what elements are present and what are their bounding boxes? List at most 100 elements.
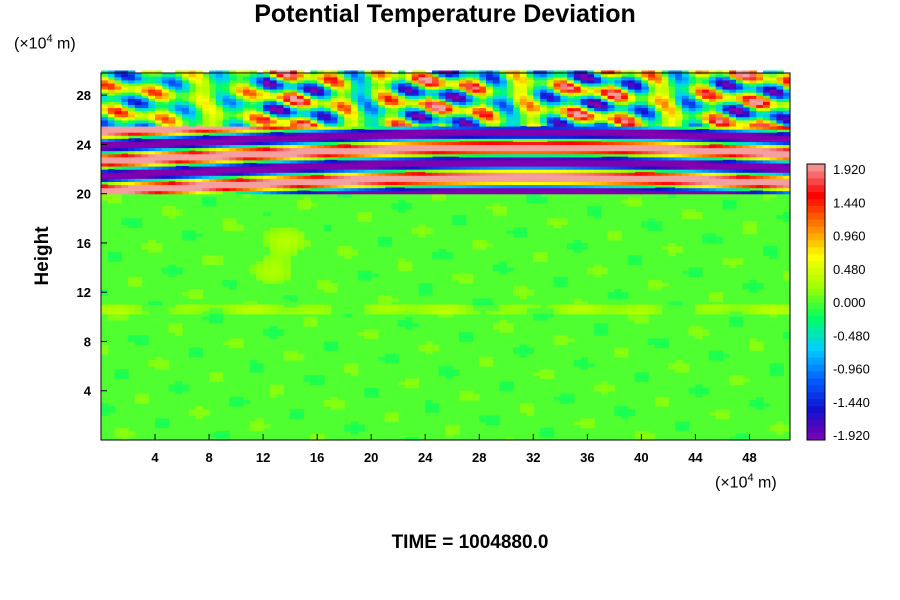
heatmap-cell xyxy=(107,196,116,201)
heatmap-cell xyxy=(425,141,433,146)
heatmap-cell xyxy=(209,141,217,146)
heatmap-cell xyxy=(587,113,595,118)
heatmap-cell xyxy=(249,301,257,306)
heatmap-cell xyxy=(175,82,183,87)
heatmap-cell xyxy=(546,159,555,164)
heatmap-cell xyxy=(708,89,717,93)
heatmap-cell xyxy=(269,162,278,167)
heatmap-cell xyxy=(553,144,561,149)
heatmap-cell xyxy=(323,107,332,112)
heatmap-cell xyxy=(256,267,264,272)
heatmap-cell xyxy=(479,159,487,164)
heatmap-cell xyxy=(249,95,257,99)
heatmap-cell xyxy=(161,172,170,176)
heatmap-cell xyxy=(141,393,149,398)
heatmap-cell xyxy=(546,369,555,373)
heatmap-cell xyxy=(405,310,413,315)
heatmap-cell xyxy=(378,298,386,303)
heatmap-cell xyxy=(776,184,784,189)
heatmap-cell xyxy=(378,144,386,149)
heatmap-cell xyxy=(600,390,609,395)
heatmap-cell xyxy=(729,381,737,386)
heatmap-cell xyxy=(540,156,548,161)
heatmap-cell xyxy=(161,150,170,155)
heatmap-cell xyxy=(722,162,730,167)
heatmap-cell xyxy=(607,79,615,84)
heatmap-cell xyxy=(317,147,325,152)
heatmap-cell xyxy=(776,159,784,164)
heatmap-cell xyxy=(729,126,737,130)
heatmap-cell xyxy=(114,141,122,146)
heatmap-cell xyxy=(303,79,311,84)
heatmap-cell xyxy=(323,73,332,78)
heatmap-cell xyxy=(654,310,663,315)
heatmap-cell xyxy=(452,147,460,152)
heatmap-cell xyxy=(763,113,771,118)
heatmap-cell xyxy=(121,116,129,121)
heatmap-cell xyxy=(607,95,615,99)
heatmap-cell xyxy=(668,116,676,121)
heatmap-cell xyxy=(594,166,602,170)
heatmap-cell xyxy=(668,82,676,87)
heatmap-cell xyxy=(492,323,501,327)
heatmap-cell xyxy=(263,264,271,269)
heatmap-cell xyxy=(715,82,724,87)
heatmap-cell xyxy=(668,252,676,256)
heatmap-cell xyxy=(188,104,197,109)
heatmap-cell xyxy=(681,366,690,370)
heatmap-cell xyxy=(681,215,690,219)
heatmap-cell xyxy=(769,79,778,84)
heatmap-cell xyxy=(729,144,737,149)
heatmap-cell xyxy=(729,101,737,105)
heatmap-cell xyxy=(445,159,453,164)
heatmap-cell xyxy=(452,175,460,179)
heatmap-cell xyxy=(134,79,143,84)
heatmap-cell xyxy=(513,304,521,309)
heatmap-cell xyxy=(688,390,697,395)
heatmap-cell xyxy=(337,193,345,198)
heatmap-cell xyxy=(600,76,609,81)
heatmap-cell xyxy=(634,304,642,309)
heatmap-cell xyxy=(472,310,480,315)
heatmap-cell xyxy=(519,172,528,176)
heatmap-cell xyxy=(587,421,595,426)
heatmap-cell xyxy=(702,184,710,189)
heatmap-cell xyxy=(634,150,642,155)
heatmap-cell xyxy=(364,172,372,176)
heatmap-cell xyxy=(688,126,697,130)
heatmap-cell xyxy=(350,424,359,429)
heatmap-cell xyxy=(526,126,534,130)
heatmap-cell xyxy=(418,190,426,195)
heatmap-cell xyxy=(722,409,730,413)
heatmap-cell xyxy=(573,310,582,315)
heatmap-cell xyxy=(681,172,690,176)
heatmap-cell xyxy=(323,110,332,115)
heatmap-cell xyxy=(459,119,467,124)
heatmap-cell xyxy=(614,236,622,241)
heatmap-cell xyxy=(256,276,264,281)
heatmap-cell xyxy=(418,147,426,152)
heatmap-cell xyxy=(749,141,757,146)
heatmap-cell xyxy=(607,132,615,136)
heatmap-cell xyxy=(323,101,332,105)
heatmap-cell xyxy=(567,178,575,182)
heatmap-cell xyxy=(411,89,420,93)
heatmap-cell xyxy=(323,224,332,229)
heatmap-cell xyxy=(303,98,311,102)
heatmap-cell xyxy=(323,76,332,81)
heatmap-cell xyxy=(263,92,271,96)
heatmap-cell xyxy=(445,79,453,84)
heatmap-cell xyxy=(215,433,224,438)
heatmap-cell xyxy=(722,353,730,358)
heatmap-cell xyxy=(695,169,703,173)
heatmap-cell xyxy=(519,304,528,309)
heatmap-cell xyxy=(560,110,568,115)
heatmap-cell xyxy=(445,166,453,170)
heatmap-cell xyxy=(148,162,156,167)
heatmap-cell xyxy=(195,150,203,155)
heatmap-cell xyxy=(242,122,251,127)
heatmap-cell xyxy=(337,187,345,192)
heatmap-cell xyxy=(688,326,697,330)
chart-title: Potential Temperature Deviation xyxy=(254,0,636,28)
heatmap-cell xyxy=(776,107,784,112)
